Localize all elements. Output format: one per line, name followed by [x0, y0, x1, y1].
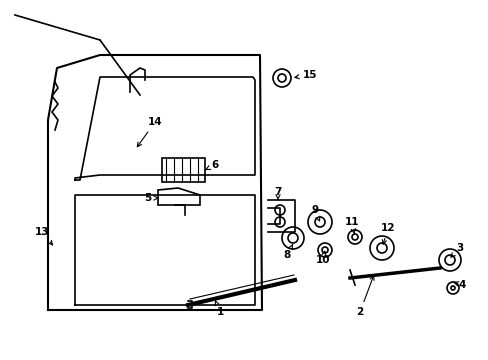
Text: 13: 13: [35, 227, 52, 245]
Text: 11: 11: [344, 217, 359, 233]
Text: 5: 5: [144, 193, 158, 203]
Text: 14: 14: [137, 117, 162, 147]
Text: 6: 6: [205, 160, 218, 170]
Text: 15: 15: [294, 70, 317, 80]
Text: 9: 9: [311, 205, 319, 221]
Text: 4: 4: [453, 280, 465, 290]
Text: 8: 8: [283, 245, 292, 260]
Text: 3: 3: [450, 243, 463, 257]
Text: 12: 12: [380, 223, 394, 244]
Text: 7: 7: [274, 187, 281, 200]
Text: 1: 1: [215, 301, 223, 317]
Text: 2: 2: [356, 276, 373, 317]
Bar: [162, 158, 204, 182]
Text: 10: 10: [315, 251, 329, 265]
